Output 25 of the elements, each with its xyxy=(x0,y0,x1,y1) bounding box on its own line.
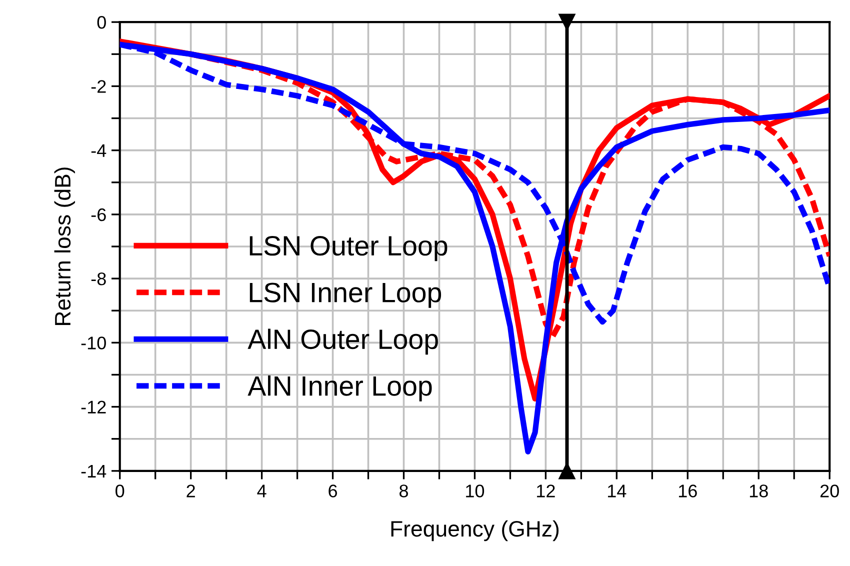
y-tick-label: 0 xyxy=(97,16,106,29)
legend-label: AlN Inner Loop xyxy=(248,375,432,402)
y-tick-label: -14 xyxy=(81,465,106,478)
x-tick-label: 12 xyxy=(537,484,555,498)
x-tick-label: 0 xyxy=(116,484,124,498)
x-tick-label: 10 xyxy=(466,484,484,498)
y-tick-label: -6 xyxy=(91,208,106,222)
y-tick-label: -10 xyxy=(81,336,106,350)
x-tick-label: 16 xyxy=(678,484,697,498)
x-tick-label: 20 xyxy=(820,484,839,498)
legend-label: LSN Inner Loop xyxy=(250,282,442,308)
y-tick-label: -4 xyxy=(91,144,106,157)
legend-label: LSN Outer Loop xyxy=(250,236,448,262)
x-tick-label: 8 xyxy=(400,484,408,498)
y-tick-label: -8 xyxy=(91,272,106,286)
x-tick-label: 6 xyxy=(328,484,338,498)
y-tick-label: -2 xyxy=(91,80,106,93)
y-tick-label: -12 xyxy=(81,400,106,414)
x-tick-label: 2 xyxy=(186,484,195,498)
x-axis-title: Frequency (GHz) xyxy=(391,520,559,542)
y-axis-title: Return loss (dB) xyxy=(54,168,75,325)
x-tick-label: 4 xyxy=(257,484,266,498)
x-tick-label: 18 xyxy=(750,484,768,498)
legend-label: AlN Outer Loop xyxy=(248,328,438,355)
x-tick-label: 14 xyxy=(608,484,626,498)
